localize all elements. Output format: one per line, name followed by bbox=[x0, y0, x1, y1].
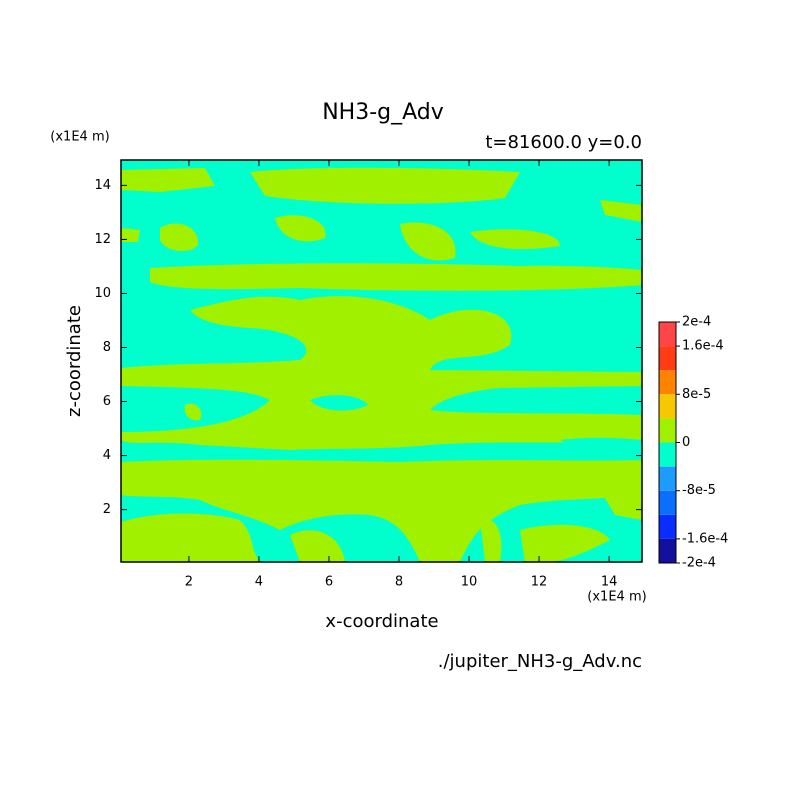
contour-region bbox=[121, 459, 642, 562]
colorbar-tick-label: 0 bbox=[682, 435, 690, 450]
colorbar-segment bbox=[659, 370, 676, 395]
contour-region bbox=[600, 200, 642, 222]
contour-region bbox=[275, 215, 326, 242]
x-tick-label: 14 bbox=[601, 575, 618, 590]
x-tick-label: 8 bbox=[395, 575, 403, 590]
colorbar-segment bbox=[659, 514, 676, 539]
colorbar-segment bbox=[659, 466, 676, 491]
contour-region bbox=[520, 524, 610, 562]
colorbar-segment bbox=[659, 538, 676, 563]
source-label: ./jupiter_NH3-g_Adv.nc bbox=[438, 651, 642, 672]
colorbar-tick-label: -1.6e-4 bbox=[682, 531, 728, 546]
contour-region bbox=[560, 437, 642, 454]
plot-frame bbox=[120, 159, 643, 563]
y-tick-label: 12 bbox=[94, 232, 111, 247]
colorbar-tick-label: -2e-4 bbox=[682, 556, 716, 571]
y-tick-label: 8 bbox=[103, 340, 111, 355]
axes: 2 4 6 8 10 12 14 2 4 6 8 10 12 14 bbox=[94, 160, 642, 590]
contour-regions bbox=[121, 167, 642, 562]
x-axis-label: x-coordinate bbox=[325, 611, 438, 632]
contour-region bbox=[400, 222, 456, 261]
contour-region bbox=[150, 263, 642, 291]
contour-region bbox=[290, 530, 345, 562]
y-tick-label: 6 bbox=[103, 394, 111, 409]
contour-region bbox=[160, 223, 199, 252]
chart-subtitle: t=81600.0 y=0.0 bbox=[485, 132, 642, 153]
contour-region bbox=[184, 403, 202, 421]
colorbar-tick-label: 8e-5 bbox=[682, 387, 711, 402]
contour-region bbox=[121, 168, 215, 192]
contour-region bbox=[470, 229, 560, 250]
contour-region bbox=[250, 167, 520, 204]
contour-region bbox=[121, 228, 140, 242]
contour-region bbox=[121, 513, 260, 562]
colorbar-segment bbox=[659, 394, 676, 419]
colorbar-tick-label: -8e-5 bbox=[682, 483, 716, 498]
y-unit: (x1E4 m) bbox=[50, 130, 109, 145]
y-tick-label: 10 bbox=[94, 286, 111, 301]
x-tick-label: 4 bbox=[255, 575, 263, 590]
y-tick-label: 4 bbox=[103, 448, 111, 463]
x-tick-label: 6 bbox=[325, 575, 333, 590]
x-tick-label: 10 bbox=[461, 575, 478, 590]
colorbar-tick-label: 2e-4 bbox=[682, 315, 711, 330]
y-tick-label: 2 bbox=[103, 502, 111, 517]
contour-region bbox=[310, 395, 368, 411]
contour-region bbox=[600, 485, 642, 520]
contour-field bbox=[121, 160, 642, 562]
colorbar-segment bbox=[659, 346, 676, 371]
x-unit: (x1E4 m) bbox=[587, 590, 646, 605]
x-tick-label: 2 bbox=[185, 575, 193, 590]
colorbar-segment bbox=[659, 442, 676, 467]
colorbar: 2e-4 1.6e-4 8e-5 0 -8e-5 -1.6e-4 -2e-4 bbox=[658, 315, 728, 571]
chart-title: NH3-g_Adv bbox=[322, 100, 444, 125]
contour-region bbox=[480, 519, 502, 562]
colorbar-tick-label: 1.6e-4 bbox=[682, 339, 724, 354]
colorbar-segment bbox=[659, 322, 676, 347]
colorbar-segment bbox=[659, 418, 676, 443]
y-axis-label: z-coordinate bbox=[64, 305, 85, 417]
colorbar-segment bbox=[659, 490, 676, 515]
x-tick-label: 12 bbox=[531, 575, 548, 590]
contour-region bbox=[121, 296, 642, 450]
y-tick-label: 14 bbox=[94, 178, 111, 193]
